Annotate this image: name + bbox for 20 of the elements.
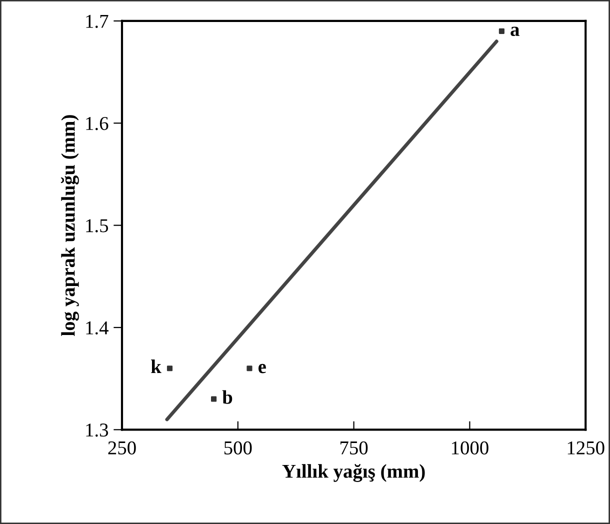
x-tick-label: 1000 xyxy=(452,441,488,454)
annotation: b xyxy=(222,390,232,404)
y-tick-label: 1.5 xyxy=(86,219,108,232)
y-tick-label: 1.4 xyxy=(86,321,108,335)
annotation: a xyxy=(510,26,520,36)
x-tick-label: 750 xyxy=(340,441,368,454)
y-axis-title: log yaprak uzunluğu (mm) xyxy=(60,115,79,336)
y-tick-label: 1.3 xyxy=(86,424,108,437)
point xyxy=(498,28,504,34)
x-tick-label: 500 xyxy=(224,441,252,454)
point xyxy=(211,396,217,402)
point xyxy=(246,366,252,372)
y-tick-label: 1.6 xyxy=(86,117,108,130)
point xyxy=(166,366,173,372)
annotation: e xyxy=(258,364,266,374)
annotation: k xyxy=(151,360,162,374)
x-axis-title: Yıllık yağış (mm) xyxy=(282,464,425,482)
y-tick-label: 1.7 xyxy=(86,14,108,28)
x-tick-label: 250 xyxy=(108,441,136,454)
x-tick-label: 1250 xyxy=(568,441,604,454)
